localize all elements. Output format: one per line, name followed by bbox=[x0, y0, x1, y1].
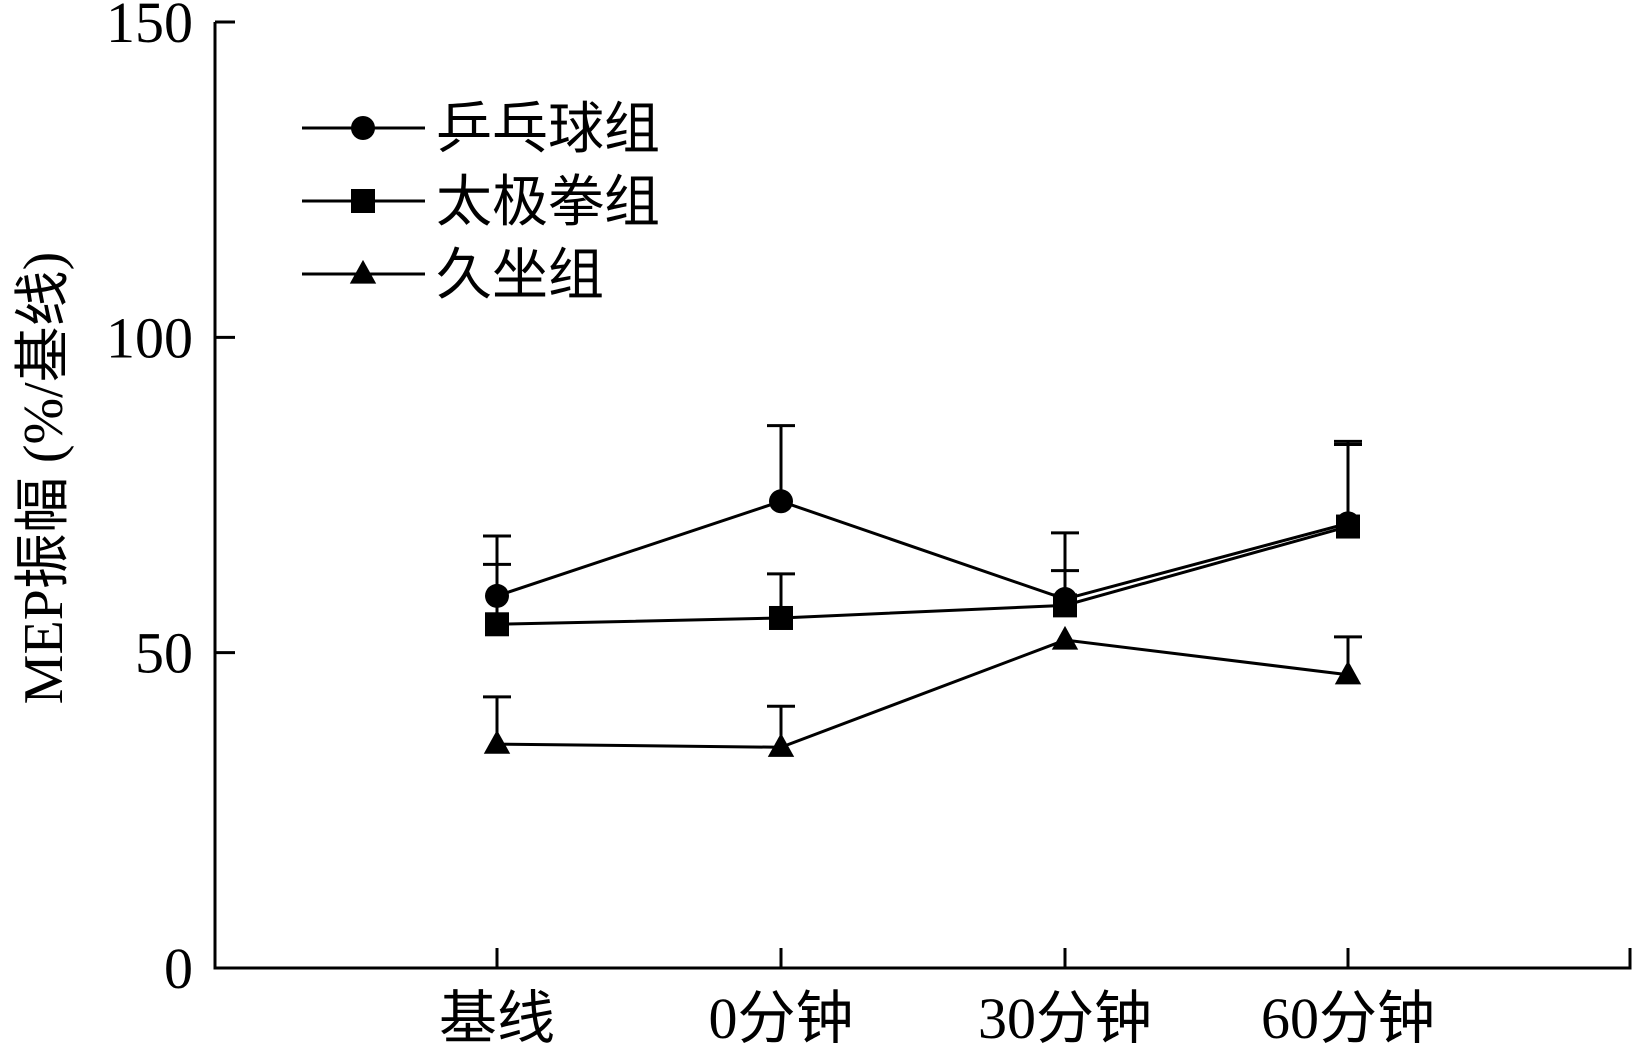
data-point bbox=[1051, 625, 1079, 650]
legend-item: 乒乓球组 bbox=[302, 99, 660, 161]
axis-frame bbox=[213, 22, 1632, 970]
y-ticks: 0 50 100 150 bbox=[106, 0, 235, 1001]
series-line bbox=[496, 638, 1349, 749]
data-point bbox=[1053, 593, 1077, 618]
y-tick-label: 0 bbox=[164, 936, 193, 1001]
data-point bbox=[1336, 514, 1360, 539]
data-point bbox=[769, 605, 793, 630]
y-tick-label: 100 bbox=[106, 305, 193, 370]
data-point bbox=[1334, 660, 1362, 685]
axes bbox=[213, 22, 1632, 970]
data-point bbox=[767, 733, 795, 757]
y-tick-label: 50 bbox=[135, 621, 193, 686]
x-ticks: 基线 0分钟 30分钟 60分钟 bbox=[439, 948, 1435, 1051]
legend-marker bbox=[351, 116, 375, 140]
x-tick-label: 30分钟 bbox=[978, 986, 1152, 1051]
data-point bbox=[485, 612, 509, 637]
x-tick-label: 0分钟 bbox=[708, 986, 853, 1051]
series-line bbox=[496, 499, 1349, 601]
x-tick-label: 基线 bbox=[439, 986, 555, 1051]
legend-marker bbox=[351, 189, 375, 213]
data-point bbox=[769, 489, 793, 514]
x-tick-label: 60分钟 bbox=[1261, 986, 1435, 1051]
y-tick-label: 150 bbox=[106, 0, 193, 55]
legend-item: 久坐组 bbox=[302, 245, 604, 307]
y-axis-title: MEP振幅 (%/基线) bbox=[13, 252, 75, 705]
series-square bbox=[483, 439, 1362, 637]
data-point bbox=[483, 729, 511, 754]
series-line bbox=[496, 525, 1349, 626]
series-triangle bbox=[483, 625, 1362, 757]
legend-label: 久坐组 bbox=[436, 245, 604, 307]
legend-label: 乒乓球组 bbox=[436, 99, 660, 161]
legend-marker bbox=[349, 259, 377, 284]
legend-label: 太极拳组 bbox=[436, 172, 660, 234]
series-circle bbox=[483, 424, 1362, 612]
series-layer bbox=[483, 424, 1362, 757]
legend-item: 太极拳组 bbox=[302, 172, 660, 234]
